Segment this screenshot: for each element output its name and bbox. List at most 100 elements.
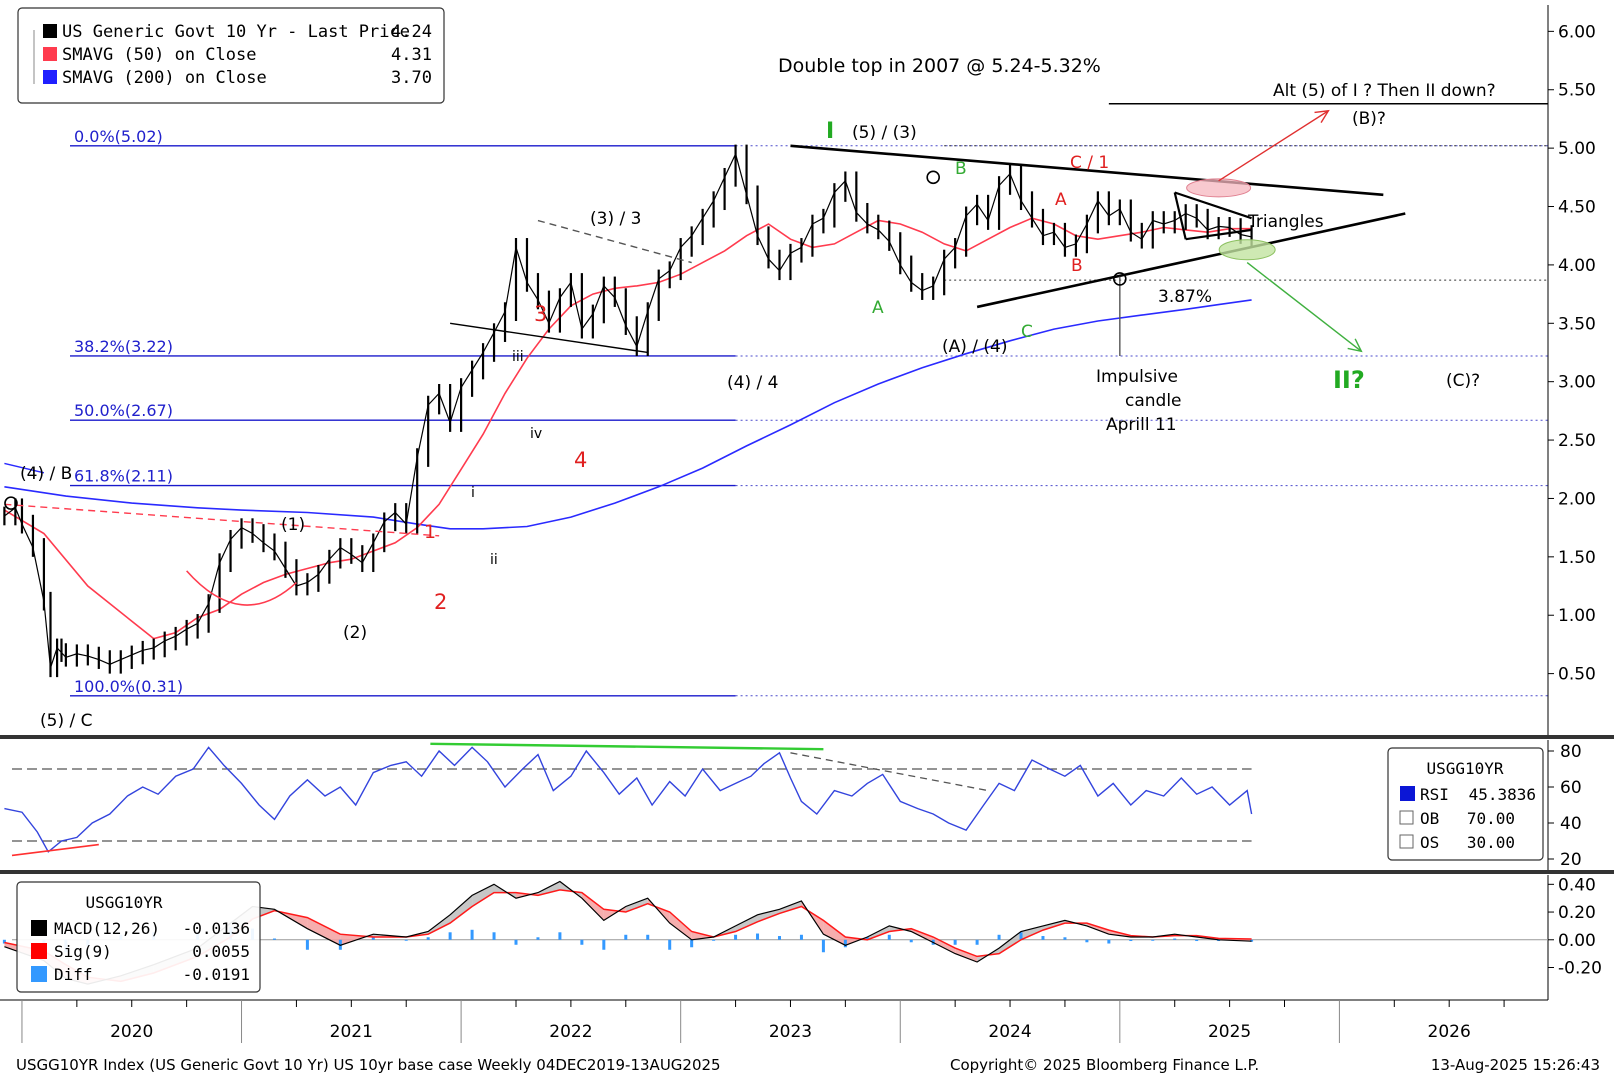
annotation-wave-I: I xyxy=(826,119,834,144)
macd-fill-segment xyxy=(933,937,956,954)
triangle-lower-line xyxy=(976,212,1406,309)
rsi-legend-label: RSI xyxy=(1420,785,1449,804)
breakout-zone-ellipse xyxy=(1186,178,1252,198)
annotation-april-11: Aprill 11 xyxy=(1106,415,1177,435)
macd-diff-bar xyxy=(646,934,650,940)
price-y-tick-label: 5.50 xyxy=(1558,81,1596,101)
macd-fill-segment xyxy=(999,931,1022,954)
macd-legend-swatch xyxy=(31,920,47,936)
diff-legend-swatch xyxy=(31,966,47,982)
price-legend-label-sma50: SMAVG (50) on Close xyxy=(62,45,256,65)
macd-diff-bar xyxy=(448,932,452,940)
annotation-green-C: C xyxy=(1021,322,1033,342)
ob-legend-swatch xyxy=(1399,810,1414,825)
rsi-y-tick-label: 40 xyxy=(1560,814,1582,834)
annotation-a-4: (A) / (4) xyxy=(942,337,1008,357)
annotations: Alt (5) of I ? Then II down? (B)? I (5) … xyxy=(20,81,1496,731)
fib-level-label: 61.8%(2.11) xyxy=(74,467,173,486)
macd-diff-bar xyxy=(602,939,606,950)
ob-legend-label: OB xyxy=(1420,809,1439,828)
wave-2-curve xyxy=(186,570,297,606)
macd-y-tick-label: 0.20 xyxy=(1558,903,1596,923)
macd-diff-bar xyxy=(492,932,496,940)
pivot-circle xyxy=(1113,272,1127,286)
rsi-y-tick-label: 80 xyxy=(1560,742,1582,762)
macd-diff-bar xyxy=(1041,936,1045,940)
price-y-tick-label: 1.50 xyxy=(1558,548,1596,568)
annotation-impulsive: Impulsive xyxy=(1096,367,1178,387)
macd-fill-segment xyxy=(1086,923,1109,935)
price-legend-value-last: 4.24 xyxy=(391,22,432,42)
sig-legend-swatch xyxy=(31,943,47,959)
macd-diff-bar xyxy=(690,939,694,948)
macd-diff-bar xyxy=(514,939,518,945)
macd-fill-segment xyxy=(735,914,758,932)
macd-fill-segment xyxy=(625,898,648,913)
macd-diff-bar xyxy=(624,934,628,940)
price-rsi-divider xyxy=(0,735,1614,739)
triangle-upper-line xyxy=(790,144,1384,197)
price-panel xyxy=(3,102,1548,697)
annotation-wave-2-paren: (2) xyxy=(343,623,367,643)
price-legend-label-last: US Generic Govt 10 Yr - Last Price xyxy=(62,22,410,42)
price-y-tick-label: 5.00 xyxy=(1558,139,1596,159)
small-triangle-upper xyxy=(1174,191,1252,220)
annotation-wave-II: II? xyxy=(1333,366,1365,394)
fib-labels: 0.0%(5.02) 38.2%(3.22) 50.0%(2.67) 61.8%(2.… xyxy=(74,127,183,696)
rsi-red-trendline xyxy=(11,843,99,857)
macd-diff-bar xyxy=(536,937,540,940)
macd-fill-segment xyxy=(823,920,846,946)
red-dashed-trendline xyxy=(4,503,440,537)
annotation-c-question: (C)? xyxy=(1446,371,1480,391)
price-line xyxy=(4,152,1252,668)
macd-fill-segment xyxy=(581,892,604,921)
macd-diff-bar xyxy=(305,939,309,950)
rsi-y-tick-label: 60 xyxy=(1560,778,1582,798)
macd-diff-bar xyxy=(470,929,474,940)
price-y-tick-label: 4.00 xyxy=(1558,256,1596,276)
macd-fill-segment xyxy=(757,909,780,922)
macd-fill-segment xyxy=(911,928,934,943)
annotation-alt-5: Alt (5) of I ? Then II down? xyxy=(1273,81,1496,101)
price-y-tick-label: 2.00 xyxy=(1558,489,1596,509)
macd-diff-bar xyxy=(734,934,738,940)
fib-level-label: 100.0%(0.31) xyxy=(74,677,183,696)
macd-diff-bar xyxy=(843,939,847,948)
macd-fill-segment xyxy=(307,917,341,946)
macd-diff-bar xyxy=(1173,938,1177,940)
annotation-4-B: (4) / B xyxy=(20,464,72,484)
price-y-tick-label: 6.00 xyxy=(1558,22,1596,42)
macd-fill-segment xyxy=(1021,925,1043,940)
annotation-red-B: B xyxy=(1071,256,1083,276)
x-year-label: 2024 xyxy=(988,1022,1031,1042)
macd-diff-bar xyxy=(580,939,584,945)
footer-left: USGG10YR Index (US Generic Govt 10 Yr) U… xyxy=(16,1056,721,1074)
price-legend-box xyxy=(17,7,445,104)
macd-diff-bar xyxy=(371,937,375,940)
macd-diff-bar xyxy=(777,936,781,940)
sma200-line xyxy=(4,299,1252,530)
macd-diff-bar xyxy=(558,932,562,940)
small-triangle-lower xyxy=(1185,228,1252,241)
rsi-legend-title: USGG10YR xyxy=(1426,759,1503,778)
macd-signal-line xyxy=(4,889,1252,983)
macd-diff-bar xyxy=(799,934,803,940)
macd-diff-bar xyxy=(1063,937,1067,940)
price-legend-swatch-sma50 xyxy=(43,47,57,61)
annotation-green-A: A xyxy=(872,298,884,318)
price-legend-value-sma200: 3.70 xyxy=(391,68,432,88)
x-year-label: 2023 xyxy=(769,1022,812,1042)
rsi-dashed-trendline xyxy=(790,752,989,792)
rsi-panel: 80 60 40 20 xyxy=(4,742,1582,870)
small-triangle-left xyxy=(1173,192,1187,240)
macd-diff-bar xyxy=(821,939,825,953)
macd-line xyxy=(4,880,1252,985)
macd-diff-bar xyxy=(272,938,276,940)
annotation-red-A: A xyxy=(1055,190,1067,210)
annotation-b-question: (B)? xyxy=(1352,109,1386,129)
annotation-4-4: (4) / 4 xyxy=(727,373,778,393)
price-y-tick-label: 4.50 xyxy=(1558,198,1596,218)
price-legend-swatch-sma200 xyxy=(43,70,57,84)
rsi-legend-box xyxy=(1387,747,1544,861)
